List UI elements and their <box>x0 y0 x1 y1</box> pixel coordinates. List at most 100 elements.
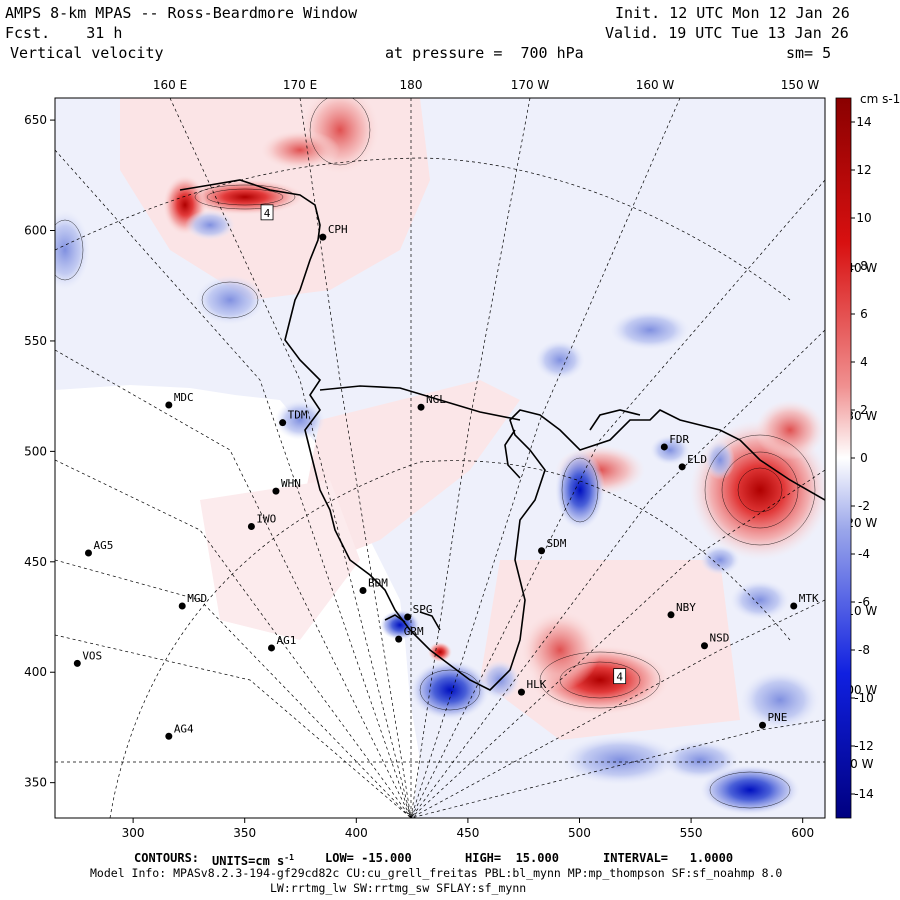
x-tick-label: 400 <box>345 826 368 840</box>
station-label: VOS <box>82 649 102 662</box>
station-label: FDR <box>669 433 689 446</box>
x-tick-label: 550 <box>680 826 703 840</box>
station-label: TDM <box>288 409 308 422</box>
station-dot <box>178 602 186 610</box>
station-label: SPG <box>413 603 433 616</box>
station-dot <box>660 443 668 451</box>
station-dot <box>404 613 412 621</box>
station-dot <box>759 721 767 729</box>
station-dot <box>319 233 327 241</box>
longitude-label: 180 <box>400 78 423 92</box>
y-tick-label: 650 <box>24 113 47 127</box>
interval-value: INTERVAL= 1.0000 <box>603 851 734 865</box>
x-tick-label: 300 <box>122 826 145 840</box>
longitude-labels: 160 E 170 E 180 170 W 160 W 150 W <box>153 78 820 92</box>
y-axis: 350 400 450 500 550 600 650 <box>24 113 55 790</box>
station-label: MGD <box>187 592 207 605</box>
map-title: AMPS 8-km MPAS -- Ross-Beardmore Window <box>5 4 358 22</box>
station-dot <box>165 401 173 409</box>
field-name: Vertical velocity <box>10 44 164 62</box>
init-time: Init. 12 UTC Mon 12 Jan 26 <box>615 4 850 22</box>
colorbar-tick-label: 0 <box>860 451 868 465</box>
station-markers: CPH NGL MDC TDM WHN IWO AG5 SDM BDM MGD SPG GRM AG1 V… <box>73 223 819 740</box>
station-dot <box>267 644 275 652</box>
extreme-label: 4 <box>616 671 623 684</box>
colorbar-tick-label: 12 <box>856 163 871 177</box>
station-dot <box>395 635 403 643</box>
x-tick-label: 500 <box>568 826 591 840</box>
station-dot <box>517 688 525 696</box>
station-label: HLK <box>526 678 546 691</box>
colorbar-tick-label: -8 <box>858 643 870 657</box>
station-dot <box>790 602 798 610</box>
x-tick-label: 600 <box>791 826 814 840</box>
colorbar-tick-label: 2 <box>860 403 868 417</box>
colorbar-units: cm s-1 <box>860 92 900 106</box>
station-dot <box>247 522 255 530</box>
extreme-label: 4 <box>264 207 271 220</box>
station-label: CPH <box>328 223 348 236</box>
station-label: PNE <box>768 711 788 724</box>
y-tick-label: 350 <box>24 776 47 790</box>
station-label: SDM <box>547 537 567 550</box>
colorbar-tick-label: -4 <box>858 547 870 561</box>
colorbar-tick-label: -10 <box>854 691 874 705</box>
station-dot <box>667 611 675 619</box>
station-dot <box>700 642 708 650</box>
colorbar-tick-label: -14 <box>854 787 874 801</box>
x-axis: 300 350 400 450 500 550 600 <box>122 818 814 840</box>
longitude-label: 170 E <box>283 78 317 92</box>
station-label: AG5 <box>93 539 113 552</box>
forecast-hour: Fcst. 31 h <box>5 24 123 42</box>
smoothing: sm= 5 <box>786 44 832 62</box>
x-tick-label: 450 <box>456 826 479 840</box>
station-dot <box>165 732 173 740</box>
colorbar-tick-label: 8 <box>860 259 868 273</box>
valid-time: Valid. 19 UTC Tue 13 Jan 26 <box>605 24 849 42</box>
colorbar-tick-label: 4 <box>860 355 868 369</box>
station-dot <box>538 547 546 555</box>
high-value: HIGH= 15.000 <box>465 851 559 865</box>
station-label: NSD <box>709 632 729 645</box>
station-label: WHN <box>281 477 301 490</box>
extreme-box <box>260 204 274 221</box>
extreme-box <box>613 668 627 685</box>
station-dot <box>678 463 686 471</box>
field-shading <box>55 98 825 818</box>
model-info-physics: LW:rrtmg_lw SW:rrtmg_sw SFLAY:sf_mynn <box>270 881 527 895</box>
y-tick-label: 500 <box>24 444 47 458</box>
contours <box>55 98 816 809</box>
y-tick-label: 400 <box>24 665 47 679</box>
longitude-label: 160 E <box>153 78 187 92</box>
units-text: UNITS=cm s <box>212 854 285 868</box>
station-dot <box>84 549 92 557</box>
units-exponent: -1 <box>284 853 294 862</box>
station-label: ELD <box>687 453 707 466</box>
station-label: GRM <box>404 625 424 638</box>
station-label: AG4 <box>174 722 194 735</box>
plot-frame <box>54 97 826 819</box>
station-label: NBY <box>676 601 696 614</box>
extreme-markers: 44 <box>260 204 627 685</box>
contours-label: CONTOURS: <box>134 851 200 865</box>
low-value: LOW= -15.000 <box>325 851 412 865</box>
station-dot <box>272 487 280 495</box>
y-tick-label: 550 <box>24 334 47 348</box>
station-dot <box>279 419 287 427</box>
station-dot <box>359 587 367 595</box>
colorbar-tick-label: -12 <box>854 739 874 753</box>
colorbar-ticks: 14 12 10 8 6 4 2 0 -2 -4 -6 -8 -10 -12 -14 <box>851 115 874 801</box>
graticule <box>55 98 825 818</box>
units-label: UNITS=cm s-1 <box>212 851 294 868</box>
colorbar-tick-label: -6 <box>858 595 870 609</box>
colorbar-tick-label: 10 <box>856 211 871 225</box>
y-tick-label: 600 <box>24 224 47 238</box>
x-tick-label: 350 <box>233 826 256 840</box>
model-info: Model Info: MPASv8.2.3-194-gf29cd82c CU:… <box>90 866 783 880</box>
longitude-label: 150 W <box>781 78 820 92</box>
station-label: IWO <box>256 512 276 525</box>
coastline <box>179 179 825 691</box>
colorbar-tick-label: 6 <box>860 307 868 321</box>
station-dot <box>73 659 81 667</box>
